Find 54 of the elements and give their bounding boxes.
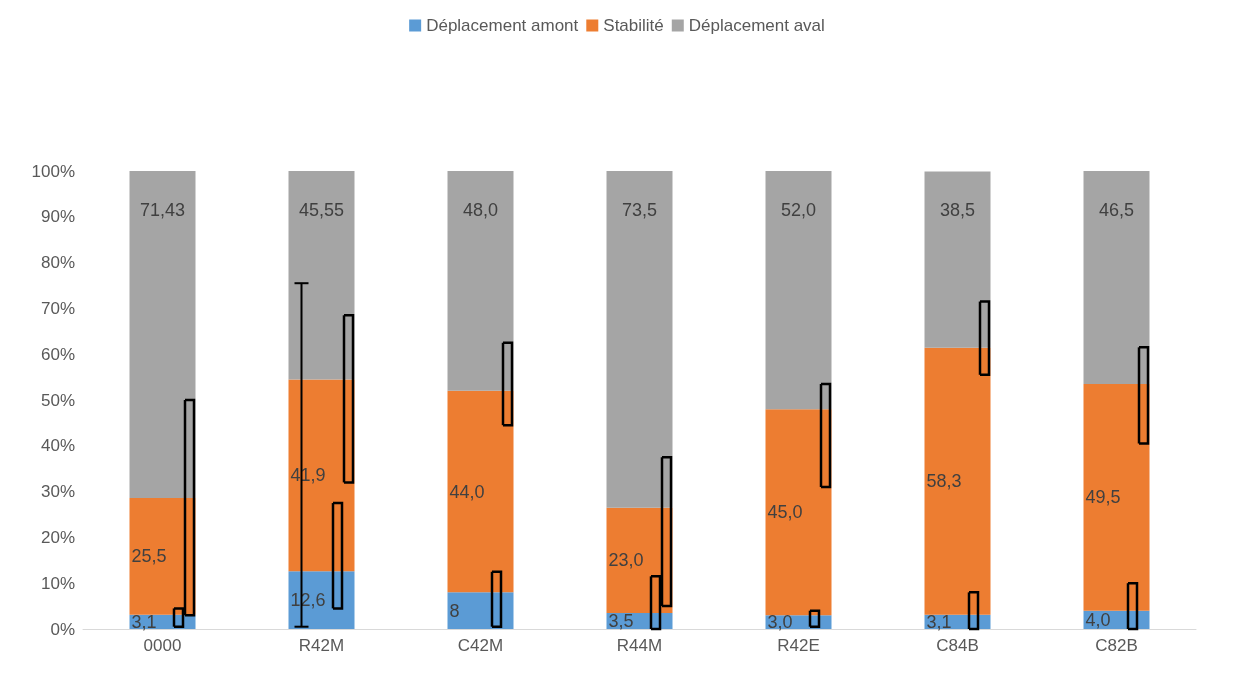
x-tick-label: R44M (616, 636, 663, 655)
y-tick-label: 40% (40, 436, 75, 456)
bar (924, 171, 991, 348)
y-tick-label: 100% (31, 161, 75, 181)
data-label: 3,0 (767, 612, 793, 633)
y-tick-label: 60% (40, 344, 75, 364)
bar (765, 409, 832, 616)
x-tick-label: C84B (936, 636, 979, 655)
data-label: 48,0 (462, 200, 499, 220)
data-label: 44,0 (449, 481, 485, 502)
data-label: 71,43 (139, 200, 186, 220)
x-tick-label: C82B (1095, 636, 1138, 655)
bar (606, 171, 673, 508)
x-tick-label: C42M (457, 636, 504, 655)
bar (447, 171, 514, 391)
y-tick-label: 10% (40, 573, 75, 593)
y-tick-label: 70% (40, 298, 75, 318)
y-tick-label: 20% (40, 527, 75, 547)
bar (1083, 171, 1150, 384)
bar (288, 171, 355, 380)
x-tick-label: 0000 (143, 636, 182, 655)
data-label: 73,5 (621, 200, 658, 220)
bar (129, 171, 196, 499)
data-label: 3,1 (131, 611, 157, 632)
legend-label: Déplacement aval (688, 16, 825, 35)
data-label: 3,1 (926, 611, 952, 632)
y-tick-label: 30% (40, 482, 75, 502)
data-label: 25,5 (131, 546, 167, 567)
data-label: 52,0 (780, 200, 817, 220)
data-label: 46,5 (1098, 200, 1135, 220)
legend-label: Déplacement amont (426, 16, 579, 35)
data-label: 38,5 (939, 200, 976, 221)
bar (447, 390, 514, 593)
y-tick-label: 90% (40, 207, 75, 227)
y-tick-label: 0% (50, 619, 75, 639)
x-tick-label: R42M (298, 636, 345, 655)
bar (129, 498, 196, 615)
y-tick-label: 80% (40, 253, 75, 273)
bar (288, 379, 355, 572)
x-tick-label: R42E (777, 636, 820, 655)
legend-label: Stabilité (603, 16, 664, 35)
data-label: 4,0 (1085, 609, 1111, 630)
data-label: 58,3 (926, 471, 962, 492)
bar (765, 171, 832, 410)
y-tick-label: 50% (40, 390, 75, 410)
data-label: 45,55 (298, 200, 345, 220)
data-label: 45,0 (767, 502, 803, 523)
data-label: 8 (449, 600, 460, 621)
data-label: 49,5 (1085, 487, 1121, 508)
bar (924, 347, 991, 615)
bar (447, 592, 514, 629)
data-label: 23,0 (608, 550, 644, 571)
bar (1083, 383, 1150, 611)
data-label: 3,5 (608, 610, 634, 631)
